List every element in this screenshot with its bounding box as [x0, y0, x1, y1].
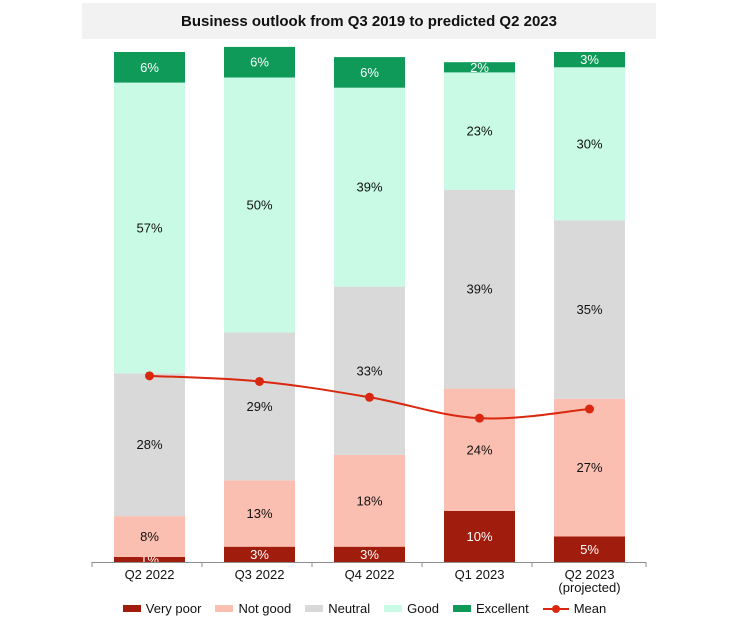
chart-title-box: Business outlook from Q3 2019 to predict… — [82, 3, 656, 39]
bar-segment-excellent — [334, 57, 405, 88]
legend-label: Not good — [238, 601, 292, 616]
bar-segment-excellent — [114, 52, 185, 83]
bar-segment-excellent — [224, 46, 295, 78]
bar-segment-not-good — [444, 388, 515, 511]
data-label: 35% — [576, 302, 602, 317]
bar-segment-very-poor — [554, 536, 625, 562]
legend-swatch — [384, 605, 403, 612]
legend-item-mean: Mean — [542, 601, 607, 616]
x-tick-label: Q2 2023 — [565, 567, 615, 582]
legend-label: Good — [407, 601, 439, 616]
x-tick-label: Q2 2022 — [125, 567, 175, 582]
bar-segment-not-good — [554, 398, 625, 537]
bar-segment-good — [554, 67, 625, 221]
bar-segment-neutral — [114, 373, 185, 517]
data-label: 57% — [136, 220, 162, 235]
data-label: 5% — [580, 542, 599, 557]
mean-point — [255, 376, 264, 386]
legend-swatch — [122, 605, 141, 612]
x-tick-label: (projected) — [558, 580, 620, 595]
bar-segment-not-good — [334, 454, 405, 547]
chart-title: Business outlook from Q3 2019 to predict… — [181, 12, 557, 30]
data-label: 3% — [580, 52, 599, 67]
data-label: 6% — [360, 65, 379, 80]
data-label: 27% — [576, 460, 602, 475]
data-label: 29% — [246, 399, 272, 414]
legend-item-excellent: Excellent — [452, 601, 529, 616]
bar-segment-not-good — [114, 516, 185, 557]
data-label: 3% — [250, 547, 269, 562]
chart-legend: Very poor Not good Neutral Good Excellent Mea… — [0, 601, 729, 616]
legend-swatch — [215, 605, 234, 612]
x-tick-label: Q4 2022 — [345, 567, 395, 582]
data-label: 23% — [466, 124, 492, 139]
data-label: 33% — [356, 363, 382, 378]
mean-point — [585, 404, 594, 414]
legend-swatch — [305, 605, 324, 612]
bar-segment-neutral — [224, 332, 295, 481]
legend-label: Mean — [573, 601, 607, 616]
mean-point — [475, 413, 484, 423]
bar-segment-excellent — [554, 52, 625, 68]
bar-segment-not-good — [224, 480, 295, 547]
legend-label: Very poor — [145, 601, 202, 616]
bar-segment-neutral — [334, 286, 405, 455]
data-label: 28% — [136, 437, 162, 452]
data-label: 24% — [466, 442, 492, 457]
bar-segment-very-poor — [334, 546, 405, 562]
legend-label: Excellent — [475, 601, 529, 616]
bar-segment-good — [224, 77, 295, 333]
mean-point — [365, 392, 374, 402]
bar-segment-good — [334, 87, 405, 287]
data-label: 39% — [356, 180, 382, 195]
legend-item-neutral: Neutral — [305, 601, 370, 616]
bar-segment-good — [444, 72, 515, 190]
legend-mean-marker — [542, 604, 569, 614]
data-label: 18% — [356, 493, 382, 508]
bar-segment-neutral — [444, 189, 515, 389]
x-tick-label: Q3 2022 — [235, 567, 285, 582]
data-label: 39% — [466, 282, 492, 297]
bar-segment-very-poor — [444, 511, 515, 562]
data-label: 30% — [576, 136, 602, 151]
legend-item-very-poor: Very poor — [122, 601, 202, 616]
legend-label: Neutral — [328, 601, 371, 616]
legend-swatch — [452, 605, 471, 612]
bar-segment-excellent — [444, 62, 515, 73]
data-label: 8% — [140, 529, 159, 544]
bar-segment-good — [114, 82, 185, 374]
legend-item-good: Good — [384, 601, 439, 616]
data-label: 6% — [140, 60, 159, 75]
data-label: 13% — [246, 506, 272, 521]
data-label: 50% — [246, 198, 272, 213]
data-label: 6% — [250, 55, 269, 70]
mean-point — [145, 371, 154, 381]
legend-item-not-good: Not good — [215, 601, 291, 616]
bar-segment-very-poor — [224, 546, 295, 562]
data-label: 3% — [360, 547, 379, 562]
bar-segment-very-poor — [114, 556, 185, 562]
data-label: 2% — [470, 60, 489, 75]
bar-segment-neutral — [554, 220, 625, 399]
x-tick-label: Q1 2023 — [455, 567, 505, 582]
data-label: 10% — [466, 529, 492, 544]
